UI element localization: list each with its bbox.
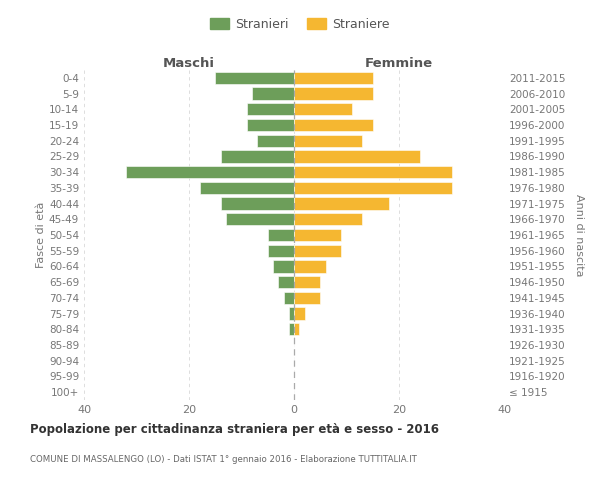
Bar — [294, 213, 362, 226]
Bar — [252, 88, 294, 100]
Bar — [284, 292, 294, 304]
Bar — [268, 244, 294, 257]
Y-axis label: Fasce di età: Fasce di età — [36, 202, 46, 268]
Bar — [294, 292, 320, 304]
Bar — [278, 276, 294, 288]
Text: COMUNE DI MASSALENGO (LO) - Dati ISTAT 1° gennaio 2016 - Elaborazione TUTTITALIA: COMUNE DI MASSALENGO (LO) - Dati ISTAT 1… — [30, 455, 417, 464]
Bar — [294, 260, 325, 272]
Bar — [289, 308, 294, 320]
Bar — [247, 119, 294, 131]
Bar — [215, 72, 294, 84]
Bar — [199, 182, 294, 194]
Text: Maschi: Maschi — [163, 57, 215, 70]
Bar — [221, 198, 294, 209]
Bar — [294, 182, 452, 194]
Bar — [294, 323, 299, 336]
Bar — [226, 213, 294, 226]
Bar — [126, 166, 294, 178]
Bar — [268, 229, 294, 241]
Bar — [257, 134, 294, 147]
Bar — [294, 244, 341, 257]
Bar — [294, 166, 452, 178]
Text: Femmine: Femmine — [365, 57, 433, 70]
Bar — [273, 260, 294, 272]
Bar — [294, 72, 373, 84]
Legend: Stranieri, Straniere: Stranieri, Straniere — [206, 14, 394, 34]
Y-axis label: Anni di nascita: Anni di nascita — [574, 194, 584, 276]
Bar — [247, 103, 294, 116]
Bar — [294, 103, 352, 116]
Bar — [294, 276, 320, 288]
Bar — [289, 323, 294, 336]
Bar — [221, 150, 294, 162]
Bar — [294, 88, 373, 100]
Bar — [294, 198, 389, 209]
Bar — [294, 134, 362, 147]
Bar — [294, 150, 420, 162]
Bar — [294, 229, 341, 241]
Bar — [294, 308, 305, 320]
Text: Popolazione per cittadinanza straniera per età e sesso - 2016: Popolazione per cittadinanza straniera p… — [30, 422, 439, 436]
Bar — [294, 119, 373, 131]
